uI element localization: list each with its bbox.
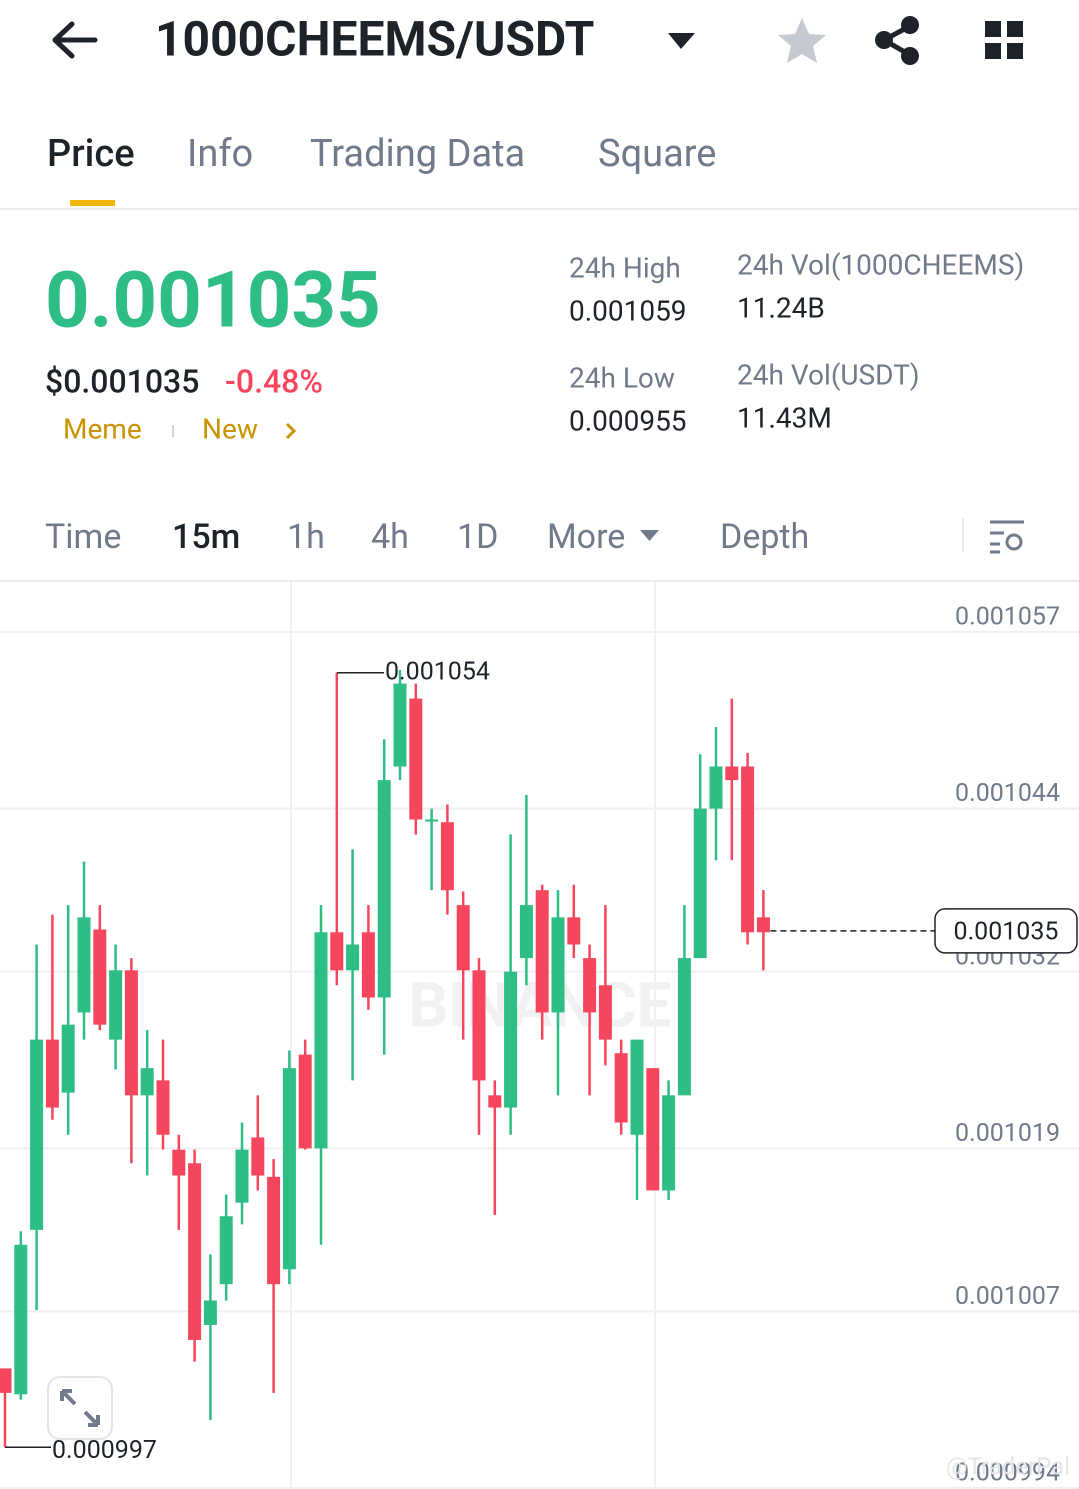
- low-marker-label: 0.000997: [52, 1436, 157, 1465]
- interval[interactable]: 1h: [287, 517, 325, 557]
- candle-body: [677, 958, 691, 1096]
- stat-label: 24h Vol(1000CHEEMS): [737, 248, 1024, 281]
- tag-arrow: [285, 422, 297, 440]
- tab[interactable]: Price: [47, 132, 135, 176]
- active-tab-indicator: [70, 200, 115, 206]
- high-marker-label: 0.001054: [385, 657, 490, 686]
- y-tick-label: 0.001007: [955, 1282, 1060, 1311]
- candle-body: [77, 917, 91, 1013]
- pair-dropdown[interactable]: [668, 33, 695, 49]
- candle-body: [551, 917, 565, 1013]
- candle-body: [188, 1163, 202, 1340]
- grid-menu-icon[interactable]: [985, 21, 1023, 59]
- candle-body: [598, 985, 612, 1040]
- candle-body: [30, 1039, 44, 1230]
- candle-body: [646, 1068, 660, 1191]
- back-button[interactable]: [52, 21, 98, 59]
- share-icon[interactable]: [875, 16, 919, 65]
- candle-body: [124, 970, 138, 1096]
- tag[interactable]: Meme: [63, 412, 142, 445]
- candle-body: [0, 1368, 12, 1393]
- stat-value: 11.43M: [737, 401, 832, 434]
- interval[interactable]: 15m: [172, 517, 240, 557]
- candle-body: [425, 819, 439, 822]
- candle-body: [377, 780, 391, 998]
- candle-body: [93, 929, 107, 1025]
- candle-body: [298, 1054, 312, 1149]
- stat-value: 0.001059: [569, 294, 687, 327]
- candle-body: [314, 932, 328, 1149]
- candle-body: [409, 698, 423, 820]
- price-change: -0.48%: [225, 362, 323, 400]
- stat-value: 11.24B: [737, 291, 825, 324]
- candle-body: [330, 932, 344, 971]
- tab[interactable]: Trading Data: [310, 132, 525, 176]
- expand-button[interactable]: [47, 1376, 113, 1440]
- stat-label: 24h High: [569, 251, 681, 284]
- candle-body: [456, 905, 470, 971]
- candle-body: [440, 822, 454, 891]
- tag[interactable]: New: [202, 412, 258, 445]
- candle-body: [709, 766, 723, 809]
- candle-body: [45, 1039, 59, 1108]
- candle-body: [267, 1176, 281, 1285]
- stat-value: 0.000955: [569, 404, 687, 437]
- y-tick-label: 0.001019: [955, 1119, 1060, 1148]
- candle-body: [662, 1095, 676, 1191]
- interval[interactable]: More: [547, 517, 625, 557]
- candle-body: [346, 944, 360, 971]
- y-tick-label: 0.000994: [955, 1459, 1060, 1488]
- candle-body: [583, 958, 597, 1013]
- candle-body: [630, 1039, 644, 1135]
- last-price-label: 0.001035: [954, 918, 1059, 947]
- candle-body: [203, 1300, 217, 1325]
- candle-body: [504, 971, 518, 1108]
- candle-body: [472, 970, 486, 1081]
- candle-body: [535, 890, 549, 1013]
- interval[interactable]: Time: [45, 517, 121, 557]
- footer-watermark: @TraderPal: [946, 1452, 1070, 1480]
- candle-body: [219, 1216, 233, 1285]
- tab[interactable]: Info: [187, 132, 253, 176]
- candle-body: [741, 766, 755, 933]
- stat-label: 24h Vol(USDT): [737, 358, 920, 391]
- candle-body: [567, 917, 581, 945]
- more-dropdown[interactable]: [640, 530, 659, 541]
- candle-body: [393, 683, 407, 767]
- candle-body: [172, 1149, 186, 1176]
- candle-body: [109, 970, 123, 1040]
- candle-body: [14, 1244, 28, 1395]
- tab[interactable]: Square: [598, 132, 716, 176]
- plot: 0.0010570.0010440.0010320.0010190.001007…: [0, 603, 1079, 1489]
- pair-title[interactable]: 1000CHEEMS/USDT: [155, 11, 594, 68]
- usd-price: $0.001035: [45, 362, 199, 400]
- candle-body: [251, 1137, 265, 1176]
- candle-body: [282, 1068, 296, 1270]
- candle-body: [614, 1053, 628, 1123]
- candle-body: [725, 766, 739, 781]
- candle-body: [488, 1095, 502, 1108]
- candle-body: [140, 1068, 154, 1096]
- candle-body: [61, 1024, 75, 1093]
- candle-body: [156, 1080, 170, 1135]
- interval[interactable]: Depth: [720, 517, 809, 557]
- y-tick-label: 0.001044: [955, 779, 1060, 808]
- candle-body: [235, 1149, 249, 1203]
- favorite-icon[interactable]: [778, 18, 826, 63]
- candle-body: [361, 932, 375, 998]
- chart-settings-icon[interactable]: [990, 520, 1024, 554]
- y-tick-label: 0.001057: [955, 603, 1060, 632]
- interval[interactable]: 4h: [371, 517, 409, 557]
- interval[interactable]: 1D: [457, 517, 498, 557]
- last-price-tag: [934, 908, 1078, 954]
- last-price: 0.001035: [45, 256, 381, 347]
- candle-body: [693, 808, 707, 959]
- candle-body: [756, 917, 770, 933]
- stat-label: 24h Low: [569, 361, 675, 394]
- candle-body: [519, 905, 533, 959]
